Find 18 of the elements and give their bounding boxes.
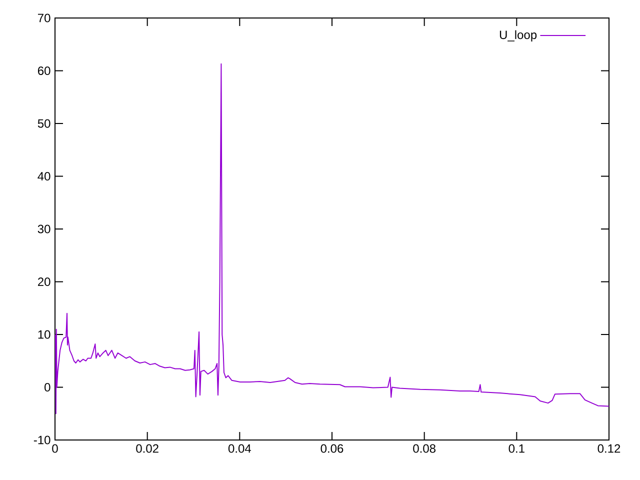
legend-label: U_loop xyxy=(500,30,537,42)
x-tick-label: 0.04 xyxy=(228,444,251,453)
x-tick-label: 0.12 xyxy=(598,444,620,453)
y-tick-label: 60 xyxy=(38,66,50,76)
y-tick-label: 10 xyxy=(38,330,50,339)
x-tick-label: 0.08 xyxy=(413,444,436,453)
y-tick-label: 40 xyxy=(38,172,50,181)
x-tick-label: 0.1 xyxy=(508,444,524,453)
x-tick-label: 0.06 xyxy=(320,444,344,453)
y-tick-label: -10 xyxy=(34,436,50,444)
y-tick-label: 20 xyxy=(38,278,50,286)
line-series xyxy=(55,63,609,414)
y-tick-label: 30 xyxy=(38,224,50,234)
y-tick-label: 50 xyxy=(38,119,50,128)
y-tick-label: 0 xyxy=(44,382,50,392)
x-tick-label: 0 xyxy=(52,444,58,453)
x-tick-label: 0.02 xyxy=(136,444,158,453)
y-tick-label: 70 xyxy=(38,14,50,22)
